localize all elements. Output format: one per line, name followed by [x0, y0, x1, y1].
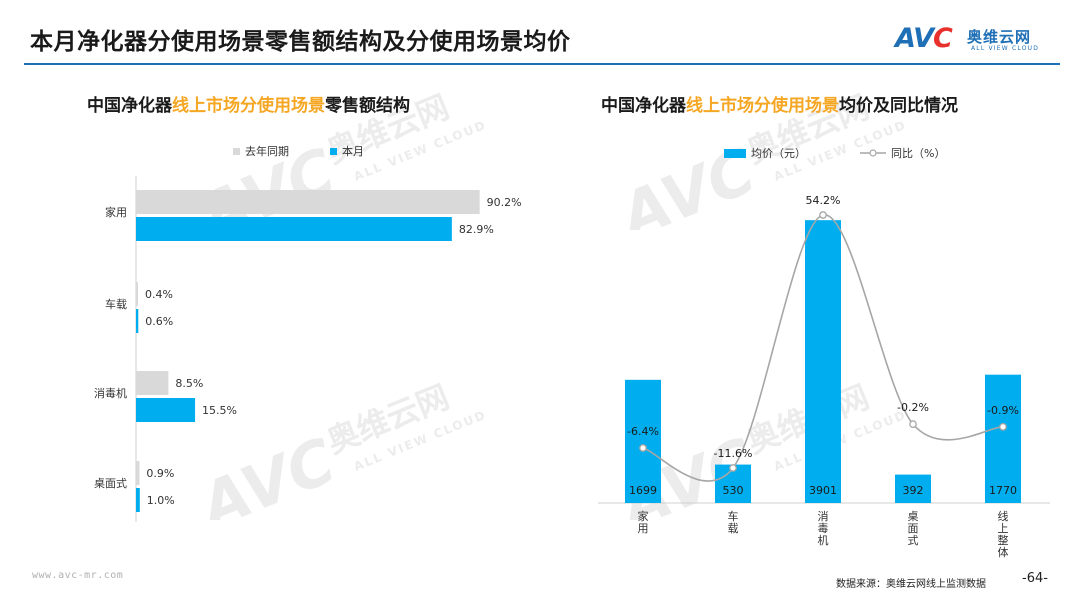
- category-char: 体: [998, 545, 1009, 559]
- bar-value-label: 1699: [629, 484, 657, 497]
- yoy-label: -0.9%: [987, 404, 1019, 417]
- left-title-suffix: 零售额结构: [325, 96, 410, 116]
- legend-label: 本月: [342, 145, 364, 158]
- title-divider: [24, 63, 1060, 65]
- bar-this-month: [136, 217, 452, 241]
- bar-value-label: 3901: [809, 484, 837, 497]
- left-title-highlight: 线上市场分使用场景: [172, 96, 325, 116]
- bar-last-year: [136, 190, 480, 214]
- yoy-label: -11.6%: [714, 447, 753, 460]
- bar-last-year: [136, 371, 169, 395]
- footer-url: www.avc-mr.com: [32, 570, 124, 581]
- data-label: 0.4%: [145, 288, 173, 301]
- logo-mark: AVC: [895, 23, 953, 54]
- bar-this-month: [136, 488, 140, 512]
- yoy-label: 54.2%: [806, 194, 841, 207]
- bar-average-price: [625, 379, 661, 503]
- right-chart-title: 中国净化器线上市场分使用场景均价及同比情况: [601, 91, 958, 116]
- right-legend-price: 均价（元）: [724, 145, 806, 161]
- category-char: 式: [908, 534, 919, 547]
- legend-label: 去年同期: [245, 145, 289, 158]
- avc-logo: AVC 奥维云网 ALL VIEW CLOUD: [895, 23, 1055, 56]
- right-combo-chart: 1699 家用 530 车载 3901 消毒机 392 桌面式 1770 线上整体 -6.4% -11…: [598, 194, 1050, 559]
- category-char: 家: [638, 509, 649, 523]
- category-char: 桌: [908, 510, 919, 523]
- category-label: 车载: [728, 509, 739, 535]
- footer-source: 数据来源：奥维云网线上监测数据: [836, 579, 986, 590]
- category-label: 桌面式: [94, 477, 127, 490]
- legend-line-marker: [860, 149, 886, 157]
- left-bar-chart: 家用 90.2% 82.9% 车载 0.4% 0.6% 消毒机 8.5% 15.5% 桌面式 0.9…: [94, 176, 522, 522]
- category-char: 车: [728, 509, 739, 523]
- yoy-label: -6.4%: [627, 425, 659, 438]
- yoy-point: [819, 211, 827, 219]
- left-legend-last-year: 去年同期: [233, 143, 289, 159]
- right-title-highlight: 线上市场分使用场景: [686, 96, 839, 116]
- logo-en: ALL VIEW CLOUD: [971, 45, 1040, 52]
- bar-value-label: 392: [903, 484, 924, 497]
- category-label: 家用: [105, 205, 127, 219]
- data-label: 8.5%: [175, 377, 203, 390]
- bar-last-year: [136, 282, 138, 306]
- legend-swatch-blue: [724, 148, 746, 158]
- right-title-prefix: 中国净化器: [601, 96, 686, 116]
- yoy-point: [909, 420, 917, 429]
- category-char: 载: [728, 522, 739, 535]
- category-char: 整: [998, 533, 1009, 547]
- right-title-suffix: 均价及同比情况: [839, 96, 958, 116]
- legend-label: 均价（元）: [751, 147, 806, 160]
- yoy-point: [729, 464, 737, 472]
- legend-label: 同比（%）: [891, 147, 946, 160]
- yoy-point: [639, 444, 647, 452]
- category-char: 用: [638, 522, 649, 535]
- category-label: 桌面式: [908, 510, 919, 547]
- left-legend-this-month: 本月: [330, 143, 364, 159]
- category-label: 家用: [638, 509, 649, 535]
- data-label: 0.6%: [145, 315, 173, 328]
- bar-last-year: [136, 461, 140, 485]
- left-title-prefix: 中国净化器: [87, 96, 172, 116]
- category-label: 线上整体: [998, 509, 1009, 559]
- bar-value-label: 530: [723, 484, 744, 497]
- category-char: 机: [818, 533, 829, 547]
- category-char: 上: [998, 522, 1009, 535]
- category-label: 车载: [105, 297, 127, 311]
- data-label: 90.2%: [487, 196, 522, 209]
- bar-average-price: [985, 374, 1021, 503]
- data-label: 1.0%: [147, 494, 175, 507]
- bar-average-price: [805, 220, 841, 504]
- left-chart-title: 中国净化器线上市场分使用场景零售额结构: [87, 91, 410, 116]
- category-label: 消毒机: [94, 386, 127, 400]
- category-char: 线: [998, 509, 1009, 523]
- yoy-point: [999, 423, 1007, 431]
- legend-swatch-gray: [233, 147, 240, 155]
- yoy-label: -0.2%: [897, 401, 929, 414]
- category-char: 面: [908, 522, 919, 535]
- category-label: 消毒机: [818, 509, 829, 547]
- category-char: 毒: [818, 522, 829, 535]
- bar-this-month: [136, 309, 139, 333]
- data-label: 0.9%: [146, 467, 174, 480]
- bar-this-month: [136, 398, 196, 422]
- bar-average-price: [895, 474, 931, 503]
- legend-swatch-blue: [330, 147, 337, 155]
- data-label: 15.5%: [202, 404, 237, 417]
- data-label: 82.9%: [459, 223, 494, 236]
- logo-cn: 奥维云网: [967, 28, 1032, 46]
- bar-value-label: 1770: [989, 484, 1017, 497]
- page-title: 本月净化器分使用场景零售额结构及分使用场景均价: [30, 29, 571, 55]
- page-number: -64-: [1022, 571, 1048, 586]
- right-legend-yoy: 同比（%）: [860, 145, 945, 161]
- category-char: 消: [818, 509, 829, 523]
